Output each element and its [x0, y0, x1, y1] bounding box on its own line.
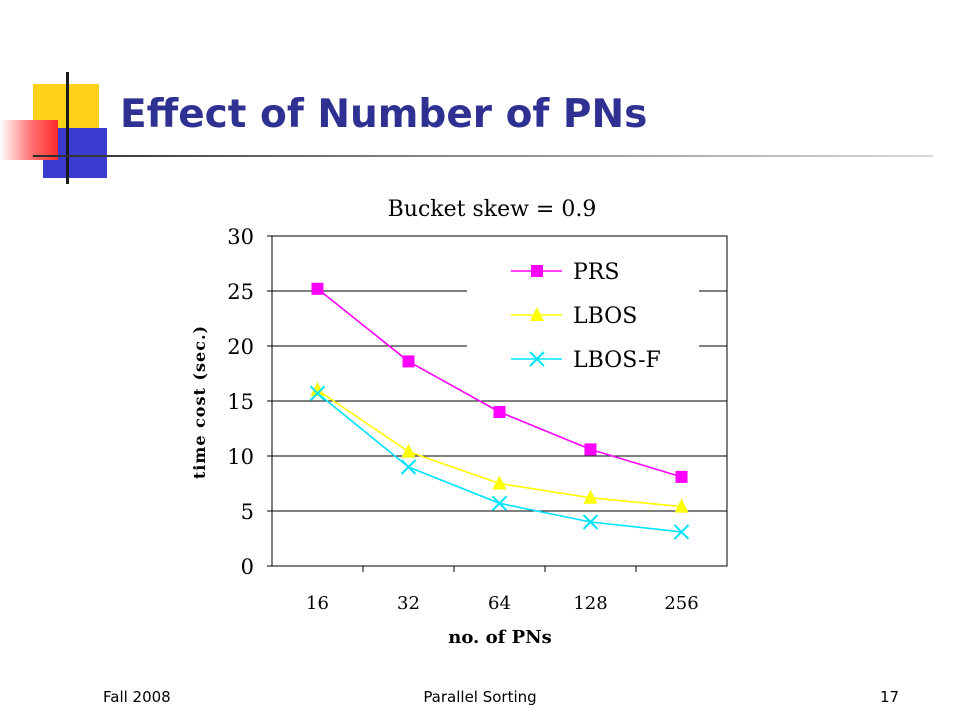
data-point-lbos-f [491, 495, 508, 512]
x-tick-label: 16 [306, 593, 329, 614]
data-point-lbos [583, 489, 598, 504]
data-point-lbos-f [582, 514, 599, 530]
chart-series [309, 282, 690, 540]
legend-marker [531, 265, 543, 277]
x-tick-label: 128 [573, 593, 607, 614]
data-point-prs [311, 282, 324, 295]
decor-vertical-line [66, 72, 69, 184]
legend-label: LBOS-F [573, 348, 661, 373]
x-tick-label: 32 [397, 593, 420, 614]
footer-title: Parallel Sorting [423, 688, 537, 706]
y-tick-label: 15 [227, 390, 254, 414]
data-point-prs [402, 355, 415, 368]
decor-red-glow [0, 120, 58, 160]
y-tick-label: 30 [227, 225, 254, 249]
y-axis: 0 5 10 15 20 25 30 [227, 225, 272, 579]
data-point-lbos-f [309, 385, 326, 402]
y-tick-label: 0 [241, 555, 254, 579]
data-point-prs [493, 406, 506, 418]
legend-label: PRS [573, 260, 619, 285]
chart-title: Bucket skew = 0.9 [388, 197, 597, 222]
data-point-lbos [492, 475, 507, 490]
y-tick-label: 5 [241, 500, 254, 524]
chart-legend: PRS LBOS LBOS-F [467, 252, 699, 380]
legend-label: LBOS [573, 304, 637, 329]
data-point-lbos-f [673, 524, 690, 540]
data-point-prs [675, 470, 688, 483]
x-axis-label: no. of PNs [448, 627, 551, 648]
x-tick-label: 64 [488, 593, 511, 614]
data-point-prs [584, 443, 597, 456]
y-axis-label: time cost (sec.) [190, 325, 209, 479]
data-point-lbos [401, 443, 416, 458]
y-tick-label: 25 [227, 280, 254, 304]
y-tick-label: 20 [227, 335, 254, 359]
y-tick-label: 10 [227, 445, 254, 469]
x-tick-label: 256 [664, 593, 698, 614]
footer-page-number: 17 [880, 688, 900, 706]
legend-marker [529, 351, 545, 367]
footer-date: Fall 2008 [103, 688, 171, 706]
legend-marker [530, 307, 544, 321]
data-point-lbos-f [400, 459, 417, 475]
data-point-lbos [310, 382, 325, 396]
slide-title: Effect of Number of PNs [120, 92, 648, 137]
data-point-lbos [674, 498, 689, 513]
decor-horizontal-rule [33, 155, 933, 157]
legend-box [467, 252, 699, 380]
x-axis: 16 32 64 128 256 [306, 566, 699, 614]
